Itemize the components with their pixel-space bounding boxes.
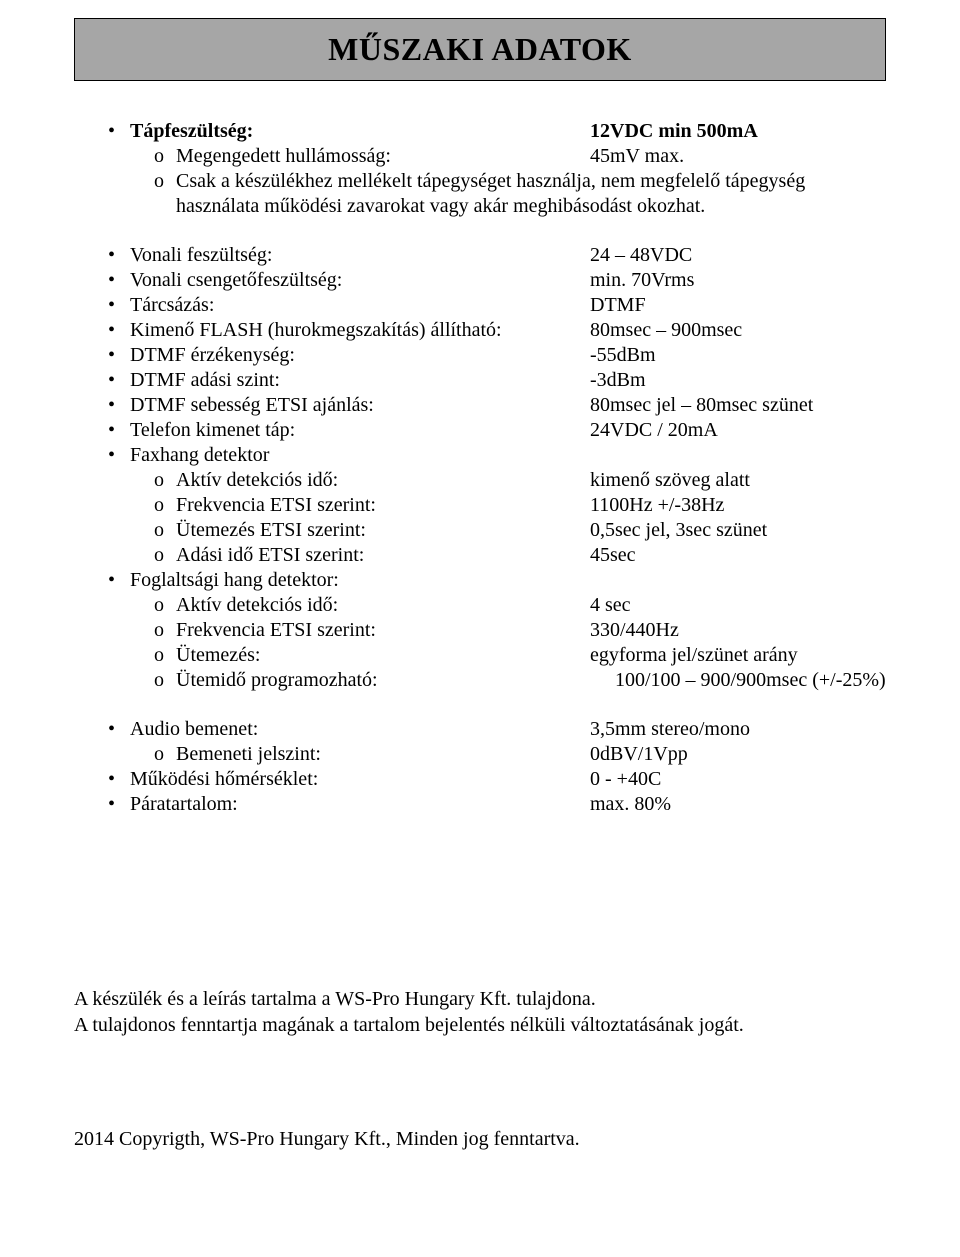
spec-item: Tárcsázás:DTMF [74,293,886,318]
spec-value: 80msec jel – 80msec szünet [590,393,886,418]
spec-value: 100/100 – 900/900msec (+/-25%) [590,668,886,693]
spec-value: 0,5sec jel, 3sec szünet [590,518,886,543]
spec-label: Ütemezés: [176,643,590,668]
spec-value: 24 – 48VDC [590,243,886,268]
spec-subitem: Ütemezés:egyforma jel/szünet arány [130,643,886,668]
footer-block: A készülék és a leírás tartalma a WS-Pro… [74,987,886,1038]
spec-label: Foglaltsági hang detektor: [130,568,590,593]
spec-label: Adási idő ETSI szerint: [176,543,590,568]
section-gap [74,693,886,717]
spec-label: Tárcsázás: [130,293,590,318]
spec-label: DTMF sebesség ETSI ajánlás: [130,393,590,418]
footer-line: A tulajdonos fenntartja magának a tartal… [74,1013,886,1039]
spec-item-tap: Tápfeszültség: 12VDC min 500mA Megengede… [74,119,886,219]
spec-subitem: Frekvencia ETSI szerint:330/440Hz [130,618,886,643]
spec-label: Működési hőmérséklet: [130,767,590,792]
spec-value: -55dBm [590,343,886,368]
spec-subitem: Aktív detekciós idő:4 sec [130,593,886,618]
spec-sublist: Megengedett hullámosság: 45mV max. Csak … [130,144,886,219]
spec-item: Működési hőmérséklet:0 - +40C [74,767,886,792]
spec-item: Vonali csengetőfeszültség:min. 70Vrms [74,268,886,293]
footer-line: A készülék és a leírás tartalma a WS-Pro… [74,987,886,1013]
spec-item-busy: Foglaltsági hang detektor: Aktív detekci… [74,568,886,693]
spec-value: 12VDC min 500mA [590,119,886,144]
page-title: MŰSZAKI ADATOK [85,31,875,68]
spec-value: min. 70Vrms [590,268,886,293]
spec-label: Kimenő FLASH (hurokmegszakítás) állíthat… [130,318,590,343]
spec-list-group1: Tápfeszültség: 12VDC min 500mA Megengede… [74,119,886,219]
spec-item: Vonali feszültség:24 – 48VDC [74,243,886,268]
spec-item: DTMF sebesség ETSI ajánlás:80msec jel – … [74,393,886,418]
spec-label: Vonali feszültség: [130,243,590,268]
copyright: 2014 Copyrigth, WS-Pro Hungary Kft., Min… [74,1128,886,1151]
spec-value: -3dBm [590,368,886,393]
spec-label: Audio bemenet: [130,717,590,742]
spec-item-fax: Faxhang detektor Aktív detekciós idő:kim… [74,443,886,568]
spec-list-group2: Vonali feszültség:24 – 48VDC Vonali csen… [74,243,886,693]
spec-sublist-busy: Aktív detekciós idő:4 sec Frekvencia ETS… [130,593,886,693]
spec-label: Ütemezés ETSI szerint: [176,518,590,543]
spec-item: Páratartalom:max. 80% [74,792,886,817]
spec-value: kimenő szöveg alatt [590,468,886,493]
spec-value: 4 sec [590,593,886,618]
spec-value: 3,5mm stereo/mono [590,717,886,742]
spec-label: Aktív detekciós idő: [176,468,590,493]
spec-value: 24VDC / 20mA [590,418,886,443]
spec-value: 45sec [590,543,886,568]
spec-label: Aktív detekciós idő: [176,593,590,618]
spec-label: Megengedett hullámosság: [176,144,590,169]
spec-item: Telefon kimenet táp:24VDC / 20mA [74,418,886,443]
spec-label: Páratartalom: [130,792,590,817]
spec-subitem-note: Csak a készülékhez mellékelt tápegységet… [130,169,886,219]
spec-item-audio: Audio bemenet: 3,5mm stereo/mono Bemenet… [74,717,886,767]
spec-list-group3: Audio bemenet: 3,5mm stereo/mono Bemenet… [74,717,886,817]
spec-label: DTMF adási szint: [130,368,590,393]
spec-item: DTMF adási szint:-3dBm [74,368,886,393]
spec-label: Telefon kimenet táp: [130,418,590,443]
section-gap [74,219,886,243]
spec-label: Frekvencia ETSI szerint: [176,618,590,643]
spec-note-text: Csak a készülékhez mellékelt tápegységet… [176,170,805,217]
spec-value: 80msec – 900msec [590,318,886,343]
page: MŰSZAKI ADATOK Tápfeszültség: 12VDC min … [0,0,960,1257]
spec-value: 1100Hz +/-38Hz [590,493,886,518]
spec-sublist-audio: Bemeneti jelszint:0dBV/1Vpp [130,742,886,767]
spec-subitem: Bemeneti jelszint:0dBV/1Vpp [130,742,886,767]
spec-value: 330/440Hz [590,618,886,643]
spec-value: 45mV max. [590,144,886,169]
spec-value: DTMF [590,293,886,318]
spec-value: max. 80% [590,792,886,817]
spec-label: Frekvencia ETSI szerint: [176,493,590,518]
spec-sublist-fax: Aktív detekciós idő:kimenő szöveg alatt … [130,468,886,568]
spec-item: DTMF érzékenység:-55dBm [74,343,886,368]
spec-subitem: Megengedett hullámosság: 45mV max. [130,144,886,169]
spec-subitem: Ütemidő programozható: 100/100 – 900/900… [130,668,886,693]
spec-label: Faxhang detektor [130,443,590,468]
spec-value: 0 - +40C [590,767,886,792]
spec-item: Kimenő FLASH (hurokmegszakítás) állíthat… [74,318,886,343]
spec-subitem: Ütemezés ETSI szerint:0,5sec jel, 3sec s… [130,518,886,543]
spec-label: DTMF érzékenység: [130,343,590,368]
spec-subitem: Aktív detekciós idő:kimenő szöveg alatt [130,468,886,493]
title-box: MŰSZAKI ADATOK [74,18,886,81]
spec-value: egyforma jel/szünet arány [590,643,886,668]
spec-subitem: Frekvencia ETSI szerint:1100Hz +/-38Hz [130,493,886,518]
spec-label: Tápfeszültség: [130,119,590,144]
spec-label: Vonali csengetőfeszültség: [130,268,590,293]
spec-label: Ütemidő programozható: [176,668,590,693]
spec-value: 0dBV/1Vpp [590,742,886,767]
spec-subitem: Adási idő ETSI szerint:45sec [130,543,886,568]
spec-label: Bemeneti jelszint: [176,742,590,767]
